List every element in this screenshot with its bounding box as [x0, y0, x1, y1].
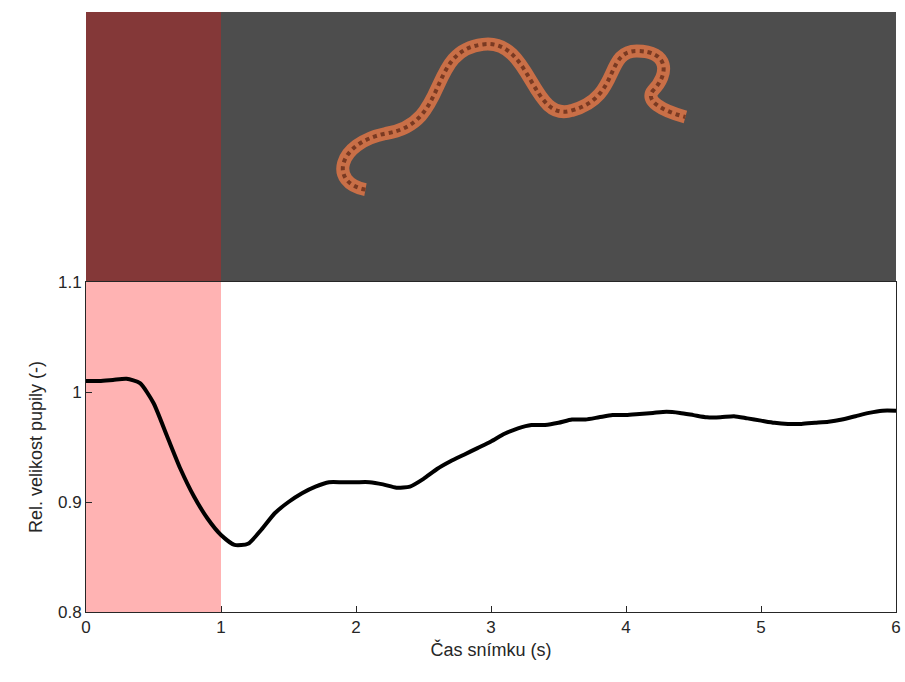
svg-text:1: 1 — [216, 618, 225, 637]
svg-text:6: 6 — [891, 618, 900, 637]
svg-text:1: 1 — [72, 383, 81, 402]
svg-text:Čas snímku (s): Čas snímku (s) — [430, 639, 551, 660]
svg-text:2: 2 — [351, 618, 360, 637]
svg-text:5: 5 — [756, 618, 765, 637]
svg-text:0.9: 0.9 — [58, 493, 82, 512]
svg-text:Rel. velikost pupily (-): Rel. velikost pupily (-) — [26, 361, 46, 533]
svg-text:1.1: 1.1 — [58, 273, 82, 292]
svg-text:3: 3 — [486, 618, 495, 637]
svg-text:0: 0 — [81, 618, 90, 637]
svg-text:0.8: 0.8 — [58, 603, 82, 622]
svg-text:4: 4 — [621, 618, 630, 637]
